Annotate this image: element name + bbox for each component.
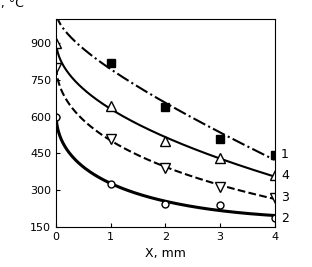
X-axis label: X, mm: X, mm [145, 247, 186, 260]
Text: 2: 2 [281, 212, 289, 225]
Y-axis label: T, °C: T, °C [0, 0, 23, 10]
Text: 1: 1 [281, 148, 289, 161]
Text: 4: 4 [281, 169, 289, 182]
Text: 3: 3 [281, 191, 289, 204]
